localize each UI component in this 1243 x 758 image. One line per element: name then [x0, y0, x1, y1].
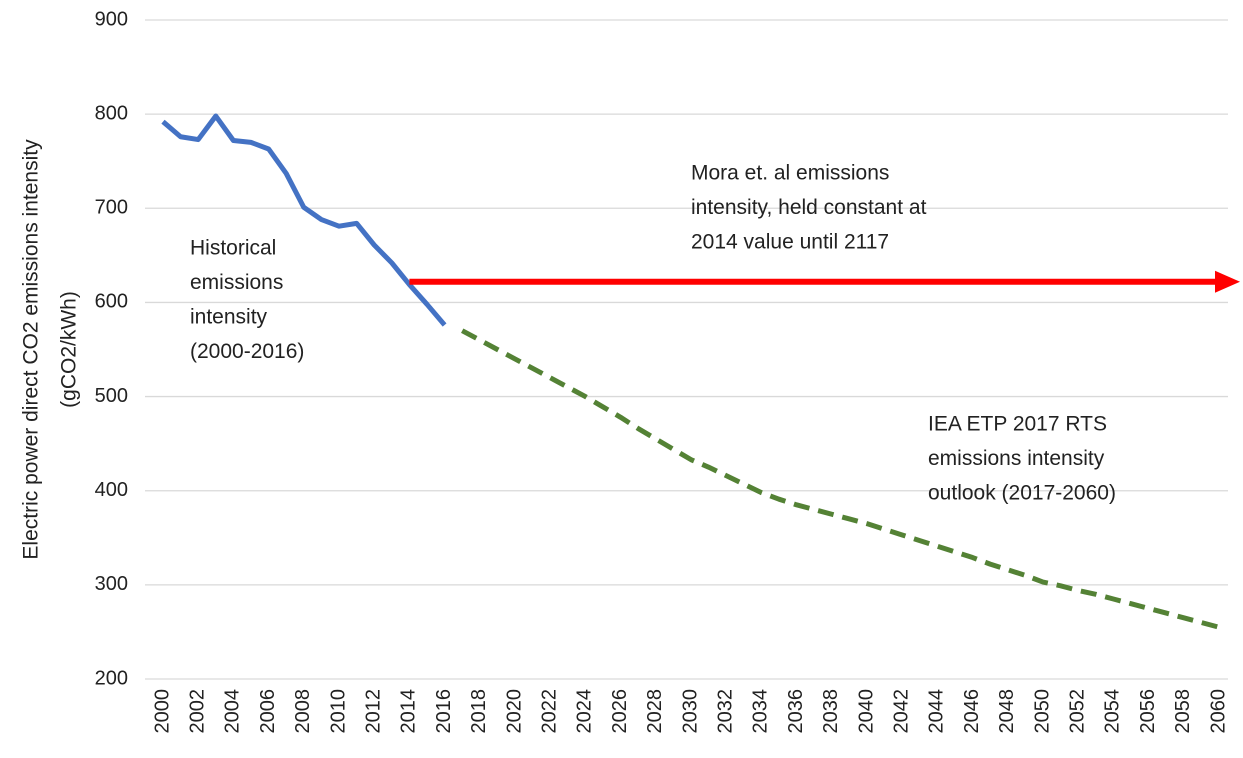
y-tick-label: 600: [95, 291, 128, 313]
x-tick-label: 2014: [398, 689, 420, 734]
y-tick-label: 400: [95, 479, 128, 501]
x-tick-label: 2010: [327, 689, 349, 734]
y-tick-label: 900: [95, 8, 128, 30]
x-tick-label: 2030: [679, 689, 701, 734]
x-tick-label: 2040: [855, 689, 877, 734]
x-tick-label: 2042: [890, 689, 912, 734]
x-tick-label: 2028: [644, 689, 666, 734]
x-tick-label: 2038: [820, 689, 842, 734]
x-tick-label: 2020: [503, 689, 525, 734]
x-tick-label: 2052: [1066, 689, 1088, 734]
x-tick-label: 2026: [609, 689, 631, 734]
y-tick-label: 800: [95, 102, 128, 124]
annotation: intensity: [190, 306, 268, 329]
arrow-head: [1215, 270, 1240, 293]
annotation: IEA ETP 2017 RTS: [928, 413, 1107, 436]
x-tick-label: 2056: [1137, 689, 1159, 734]
x-tick-label: 2018: [468, 689, 490, 734]
x-tick-label: 2060: [1207, 689, 1229, 734]
x-tick-label: 2050: [1031, 689, 1053, 734]
x-tick-label: 2008: [292, 689, 314, 734]
y-tick-label: 500: [95, 385, 128, 407]
x-tick-label: 2044: [926, 689, 948, 734]
annotation: outlook (2017-2060): [928, 482, 1116, 505]
x-tick-label: 2032: [714, 689, 736, 734]
x-tick-label: 2046: [961, 689, 983, 734]
x-tick-label: 2012: [362, 689, 384, 734]
x-tick-label: 2016: [433, 689, 455, 734]
y-tick-label: 300: [95, 573, 128, 595]
x-tick-label: 2034: [750, 689, 772, 734]
x-tick-label: 2048: [996, 689, 1018, 734]
annotation: emissions intensity: [928, 447, 1105, 470]
series-line: [461, 328, 1220, 630]
x-tick-label: 2058: [1172, 689, 1194, 734]
y-tick-label: 700: [95, 197, 128, 219]
y-tick-label: 200: [95, 667, 128, 689]
annotation: intensity, held constant at: [691, 196, 927, 219]
x-tick-label: 2004: [222, 689, 244, 734]
x-tick-label: 2024: [574, 689, 596, 734]
annotation: Historical: [190, 237, 276, 260]
series-line: [161, 113, 447, 327]
x-tick-label: 2000: [151, 689, 173, 734]
y-axis-label: (gCO2/kWh): [58, 291, 81, 408]
x-tick-label: 2006: [257, 689, 279, 734]
annotation: (2000-2016): [190, 340, 304, 363]
x-tick-label: 2022: [538, 689, 560, 734]
x-tick-label: 2054: [1102, 689, 1124, 734]
x-tick-label: 2036: [785, 689, 807, 734]
annotation: Mora et. al emissions: [691, 162, 889, 185]
x-tick-label: 2002: [186, 689, 208, 734]
y-axis-label: Electric power direct CO2 emissions inte…: [20, 139, 43, 560]
annotation: 2014 value until 2117: [691, 231, 889, 254]
annotation: emissions: [190, 271, 283, 294]
